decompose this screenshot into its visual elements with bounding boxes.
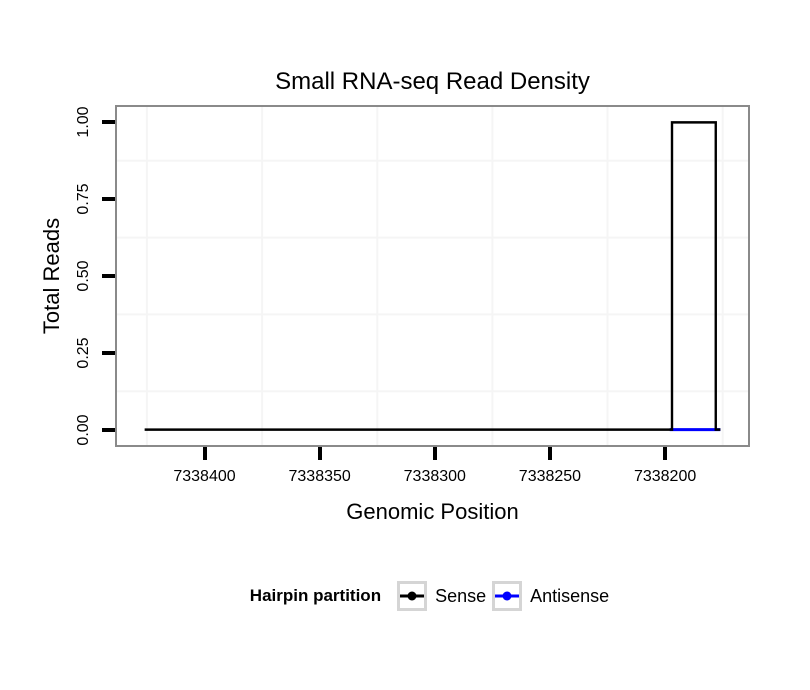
y-tick-label: 0.50 [75,260,92,292]
legend-label-sense: Sense [435,585,487,606]
y-tick-mark [102,274,115,278]
legend-title: Hairpin partition [249,586,382,605]
x-tick-mark [202,447,207,460]
x-axis-title: Genomic Position [346,499,519,524]
y-tick-label: 1.00 [75,106,92,138]
x-tick-label: 7338400 [173,468,236,485]
y-tick-label: 0.25 [75,337,92,369]
x-tick-label: 7338200 [633,468,697,485]
y-tick-mark [102,350,115,355]
x-tick-mark [432,447,437,460]
legend-key-antisense [492,581,523,611]
antisense-point-swatch [502,591,512,601]
y-tick-mark [102,197,115,202]
y-tick-mark [102,120,115,125]
x-tick-mark [663,447,668,460]
legend-key-sense [397,581,428,611]
y-axis-title: Total Reads [39,217,64,335]
sense-point-swatch [407,591,417,601]
legend-item-sense: Sense [397,581,486,611]
legend: Hairpin partition Sense Antisense [117,581,748,611]
series-sense [144,121,721,431]
plot-title: Small RNA-seq Read Density [275,68,590,95]
y-tick-label: 0.00 [75,414,92,446]
chart-canvas [117,107,748,445]
x-tick-mark [547,447,552,460]
x-tick-label: 7338300 [403,468,466,485]
x-tick-label: 7338250 [518,468,582,485]
y-tick-label: 0.75 [75,183,92,215]
x-tick-label: 7338350 [288,468,351,485]
legend-item-antisense: Antisense [492,581,609,611]
plot-panel [115,105,750,447]
y-tick-mark [102,427,115,432]
legend-label-antisense: Antisense [530,585,610,606]
x-tick-mark [317,447,322,460]
